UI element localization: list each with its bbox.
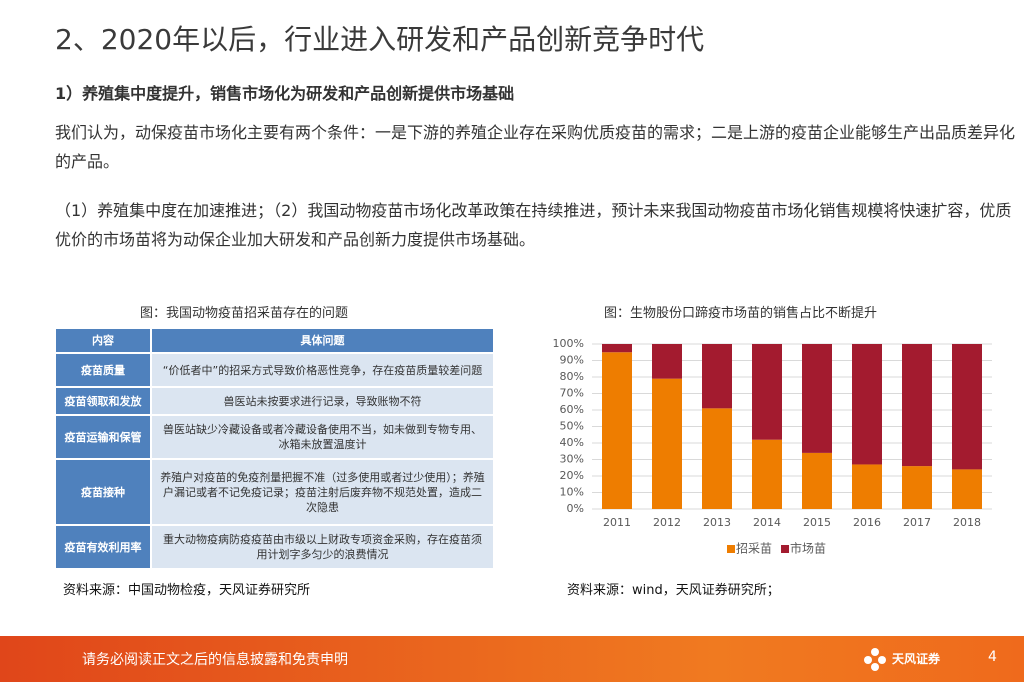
bar-segment [802, 344, 832, 453]
bar-segment [652, 344, 682, 379]
page-number: 4 [988, 649, 997, 665]
chart-title: 图：生物股份口蹄疫市场苗的销售占比不断提升 [604, 306, 878, 321]
legend-label: 市场苗 [790, 541, 826, 556]
row-value: 重大动物疫病防疫疫苗由市级以上财政专项资金采购，存在疫苗须用计划字多匀少的浪费情… [150, 524, 495, 570]
x-tick-label: 2018 [953, 516, 981, 529]
legend-swatch [781, 545, 790, 553]
footer-band: 请务必阅读正文之后的信息披露和免责申明 天风证券 4 [0, 636, 1024, 682]
y-tick-label: 50% [560, 420, 584, 433]
table-source: 资料来源：中国动物检疫，天风证券研究所 [63, 583, 311, 598]
bar-segment [602, 344, 632, 353]
bar-segment [652, 378, 682, 509]
table-header: 内容 具体问题 [54, 327, 495, 354]
header-cell: 内容 [54, 327, 152, 354]
row-key: 疫苗有效利用率 [54, 524, 152, 570]
row-value: 养殖户对疫苗的免疫剂量把握不准（过多使用或者过少使用）；养殖户漏记或者不记免疫记… [150, 458, 495, 526]
paragraph: 我们认为，动保疫苗市场化主要有两个条件：一是下游的养殖企业存在采购优质疫苗的需求… [55, 123, 1016, 171]
y-tick-label: 40% [560, 436, 584, 449]
y-tick-label: 30% [560, 453, 584, 466]
y-tick-label: 80% [560, 370, 584, 383]
bar-segment [602, 352, 632, 509]
legend-swatch [727, 545, 735, 553]
problem-table: 内容 具体问题 疫苗质量 “价低者中”的招采方式导致价格恶性竞争，存在疫苗质量较差… [54, 327, 495, 570]
row-value: 兽医站缺少冷藏设备或者冷藏设备使用不当，如未做到专物专用、冰箱未放置温度计 [150, 414, 495, 460]
y-tick-label: 100% [553, 337, 584, 350]
bar-segment [902, 466, 932, 509]
paragraph: （1）养殖集中度在加速推进；（2）我国动物疫苗市场化改革政策在持续推进，预计未来… [55, 201, 1012, 249]
row-value: “价低者中”的招采方式导致价格恶性竞争，存在疫苗质量较差问题 [150, 352, 495, 388]
bar-segment [702, 344, 732, 409]
bar-segment [752, 344, 782, 440]
logo-text: 天风证券 [892, 652, 941, 666]
chart: 0% 10% 20% 30% 40% 50% 60% 70% 80% 90% 100% 2011 201… [553, 337, 992, 556]
bar-segment [702, 408, 732, 509]
row-key: 疫苗领取和发放 [54, 386, 152, 416]
row-key: 疫苗质量 [54, 352, 152, 388]
bar-segment [952, 469, 982, 509]
chart-source: 资料来源：wind，天风证券研究所； [567, 583, 780, 598]
row-key: 疫苗运输和保管 [54, 414, 152, 460]
bar-segment [802, 452, 832, 509]
x-tick-label: 2011 [603, 516, 631, 529]
disclaimer: 请务必阅读正文之后的信息披露和免责申明 [82, 652, 348, 668]
row-key: 疫苗接种 [54, 458, 152, 526]
x-tick-label: 2017 [903, 516, 931, 529]
y-tick-label: 90% [560, 354, 584, 367]
table-caption: 图：我国动物疫苗招采苗存在的问题 [140, 306, 349, 321]
bar-segment [902, 344, 932, 467]
bar-segment [752, 439, 782, 509]
bar-segment [952, 344, 982, 470]
bar-segment [852, 344, 882, 465]
subtitle: 1）养殖集中度提升，销售市场化为研发和产品创新提供市场基础 [55, 84, 515, 103]
logo-icon [864, 648, 886, 671]
y-tick-label: 10% [560, 486, 584, 499]
x-tick-label: 2015 [803, 516, 831, 529]
bar-segment [852, 464, 882, 509]
slide-title: 2、2020年以后，行业进入研发和产品创新竞争时代 [55, 23, 705, 56]
row-value: 兽医站未按要求进行记录，导致账物不符 [150, 386, 495, 416]
y-tick-label: 70% [560, 387, 584, 400]
x-tick-label: 2016 [853, 516, 881, 529]
legend-label: 招采苗 [736, 542, 772, 556]
x-tick-label: 2014 [753, 516, 781, 529]
y-tick-label: 20% [560, 469, 584, 482]
y-tick-label: 0% [567, 502, 584, 515]
x-tick-label: 2012 [653, 516, 681, 529]
x-tick-label: 2013 [703, 516, 731, 529]
y-tick-label: 60% [560, 403, 584, 416]
header-cell: 具体问题 [150, 327, 495, 354]
